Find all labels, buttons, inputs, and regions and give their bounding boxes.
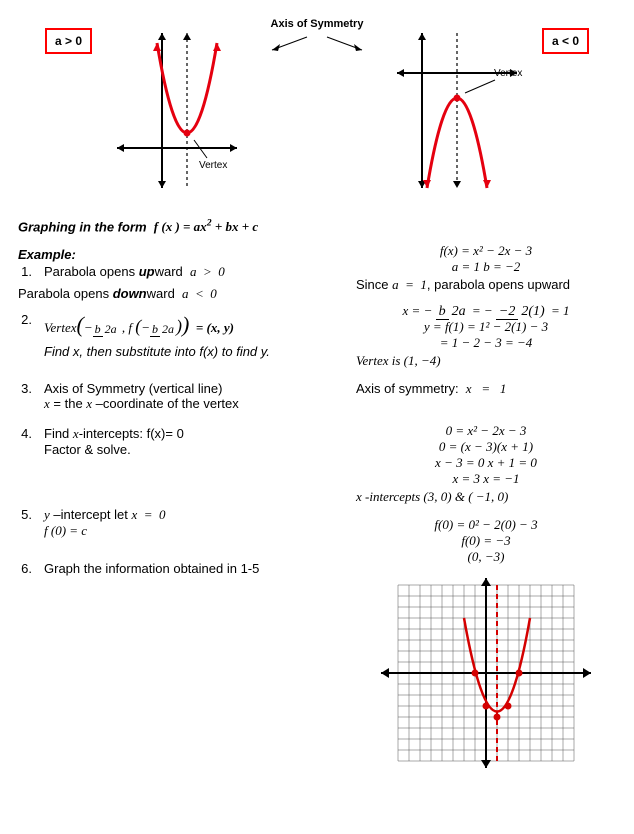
vertex-label: Vertex bbox=[199, 160, 227, 171]
step-2-hint: Find x, then substitute into f(x) to fin… bbox=[44, 344, 338, 359]
tag-a-negative: a < 0 bbox=[542, 28, 589, 54]
parabola-diagram: a > 0 Vertex Axis of Symmetry bbox=[18, 18, 616, 198]
ex-int3: x − 3 = 0 x + 1 = 0 bbox=[356, 455, 616, 471]
tag-a-positive: a > 0 bbox=[45, 28, 92, 54]
ex-axis-symmetry: Axis of symmetry: x = 1 bbox=[356, 381, 616, 397]
graph-plot bbox=[356, 573, 616, 776]
ex-int4: x = 3 x = −1 bbox=[356, 471, 616, 487]
step-2: 2. Vertex(−b2a , f (−b2a)) = (x, y) bbox=[18, 312, 338, 338]
step-1b: Parabola opens downward a < 0 bbox=[18, 286, 338, 302]
parabola-down: Vertex bbox=[382, 18, 532, 198]
ex-vertex-y1: y = f(1) = 1² − 2(1) − 3 bbox=[356, 319, 616, 335]
ex-since: Since a = 1, parabola opens upward bbox=[356, 277, 616, 293]
steps-column: Example: 1. Parabola opens upward a > 0 … bbox=[18, 239, 338, 776]
step-1: 1. Parabola opens upward a > 0 bbox=[18, 264, 338, 280]
step-6: 6. Graph the information obtained in 1-5 bbox=[18, 561, 338, 576]
ex-int2: 0 = (x − 3)(x + 1) bbox=[356, 439, 616, 455]
example-heading: Example: bbox=[18, 247, 338, 262]
step-5: 5. y –intercept let x = 0 f (0) = c bbox=[18, 507, 338, 539]
ex-int1: 0 = x² − 2x − 3 bbox=[356, 423, 616, 439]
vertex-label-2: Vertex bbox=[494, 68, 522, 79]
ex-vertex-result: Vertex is (1, −4) bbox=[356, 353, 616, 369]
axis-of-symmetry-label: Axis of Symmetry bbox=[262, 18, 372, 55]
step-3: 3. Axis of Symmetry (vertical line) x = … bbox=[18, 381, 338, 412]
ex-y1: f(0) = 0² − 2(0) − 3 bbox=[356, 517, 616, 533]
ex-int5: x -intercepts (3, 0) & ( −1, 0) bbox=[356, 489, 616, 505]
ex-vertex-x: x = − b2a = − −22(1) = 1 bbox=[356, 303, 616, 319]
ex-fx: f(x) = x² − 2x − 3 bbox=[356, 243, 616, 259]
ex-y3: (0, −3) bbox=[356, 549, 616, 565]
section-heading: Graphing in the form f (x ) = ax2 + bx +… bbox=[18, 218, 616, 235]
ex-vertex-y2: = 1 − 2 − 3 = −4 bbox=[356, 335, 616, 351]
step-4: 4. Find x-intercepts: f(x)= 0 Factor & s… bbox=[18, 426, 338, 457]
parabola-up: Vertex bbox=[102, 18, 252, 198]
ex-y2: f(0) = −3 bbox=[356, 533, 616, 549]
ex-ab: a = 1 b = −2 bbox=[356, 259, 616, 275]
example-column: f(x) = x² − 2x − 3 a = 1 b = −2 Since a … bbox=[356, 239, 616, 776]
